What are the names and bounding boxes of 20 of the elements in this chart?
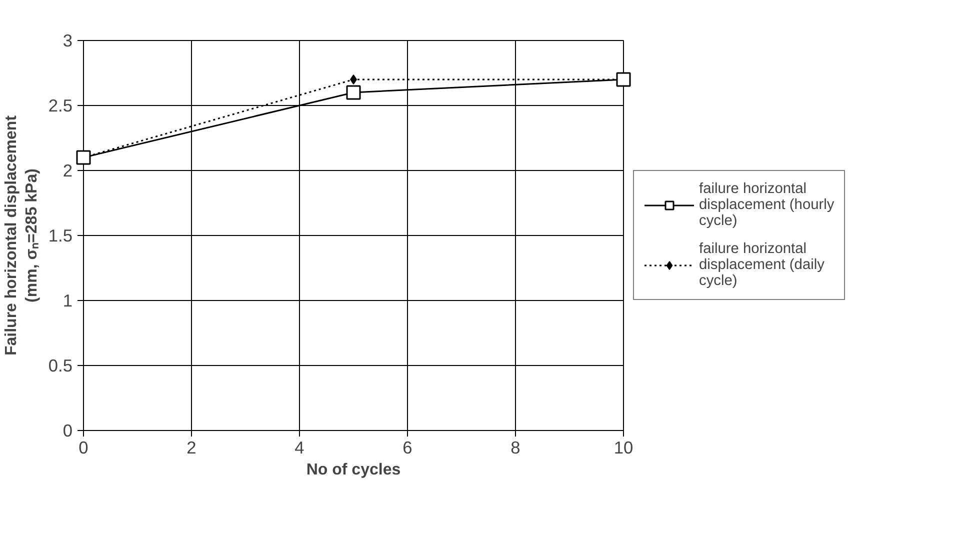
x-tick-label: 6 — [402, 438, 412, 458]
y-tick-label: 3 — [62, 30, 73, 50]
y-tick-label: 0.5 — [48, 356, 73, 376]
x-tick-label: 8 — [510, 438, 520, 458]
x-tick-label: 10 — [614, 438, 634, 458]
x-axis-title: No of cycles — [306, 462, 401, 478]
y-tick-label: 2.5 — [48, 96, 73, 116]
y-tick-label: 2 — [62, 160, 73, 180]
y-tick-label: 1 — [62, 290, 73, 310]
legend-label: failure horizontal displacement (hourly cycle) — [699, 181, 834, 229]
point — [76, 150, 91, 165]
point — [346, 85, 361, 100]
x-tick-label: 4 — [294, 438, 305, 458]
y-tick-label: 0 — [62, 420, 73, 440]
point — [616, 72, 631, 87]
y-axis-title: Failure horizontal displacement (mm, σₙ=285 kPa) — [3, 114, 40, 356]
x-tick-label: 0 — [78, 438, 88, 458]
x-tick-label: 2 — [186, 438, 196, 458]
y-tick-label: 1.5 — [48, 226, 73, 246]
legend-label: failure horizontal displacement (daily cycle) — [699, 241, 824, 289]
